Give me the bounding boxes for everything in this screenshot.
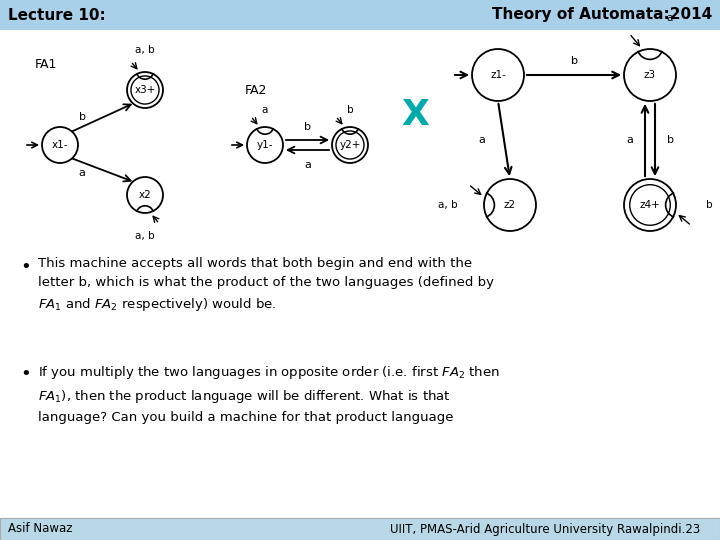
Text: •: • (20, 365, 31, 383)
Text: a: a (78, 168, 86, 178)
Text: Theory of Automata:2014: Theory of Automata:2014 (492, 8, 712, 23)
Circle shape (472, 49, 524, 101)
Text: x2: x2 (139, 190, 151, 200)
Text: X: X (401, 98, 429, 132)
Text: b: b (667, 135, 673, 145)
Text: b: b (347, 105, 354, 116)
Text: Asif Nawaz: Asif Nawaz (8, 523, 73, 536)
Text: a, b: a, b (438, 200, 457, 210)
Text: y1-: y1- (257, 140, 274, 150)
Text: FA1: FA1 (35, 58, 58, 71)
Circle shape (127, 177, 163, 213)
Text: If you multiply the two languages in opposite order (i.e. first $FA_2$ then
$FA_: If you multiply the two languages in opp… (38, 364, 500, 424)
Text: z1-: z1- (490, 70, 506, 80)
Circle shape (332, 127, 368, 163)
Text: b: b (706, 200, 713, 210)
Text: This machine accepts all words that both begin and end with the
letter b, which : This machine accepts all words that both… (38, 257, 494, 313)
Text: y2+: y2+ (339, 140, 361, 150)
Text: z4+: z4+ (639, 200, 660, 210)
Text: z2: z2 (504, 200, 516, 210)
Text: a: a (667, 13, 673, 23)
Circle shape (127, 72, 163, 108)
FancyBboxPatch shape (0, 0, 720, 30)
Circle shape (624, 49, 676, 101)
Circle shape (247, 127, 283, 163)
Text: a: a (479, 135, 485, 145)
Text: x1-: x1- (52, 140, 68, 150)
Text: •: • (20, 258, 31, 276)
Text: a: a (304, 160, 311, 170)
Text: Lecture 10:: Lecture 10: (8, 8, 106, 23)
Text: UIIT, PMAS-Arid Agriculture University Rawalpindi.23: UIIT, PMAS-Arid Agriculture University R… (390, 523, 700, 536)
Text: b: b (78, 112, 86, 122)
Circle shape (484, 179, 536, 231)
Circle shape (42, 127, 78, 163)
Text: b: b (570, 56, 577, 66)
Text: a: a (262, 105, 268, 116)
Text: z3: z3 (644, 70, 656, 80)
Text: a, b: a, b (135, 232, 155, 241)
Text: x3+: x3+ (135, 85, 156, 95)
Text: a: a (626, 135, 634, 145)
Text: FA2: FA2 (245, 84, 267, 97)
Text: b: b (304, 122, 311, 132)
FancyBboxPatch shape (0, 518, 720, 540)
Text: a, b: a, b (135, 45, 155, 56)
Circle shape (624, 179, 676, 231)
